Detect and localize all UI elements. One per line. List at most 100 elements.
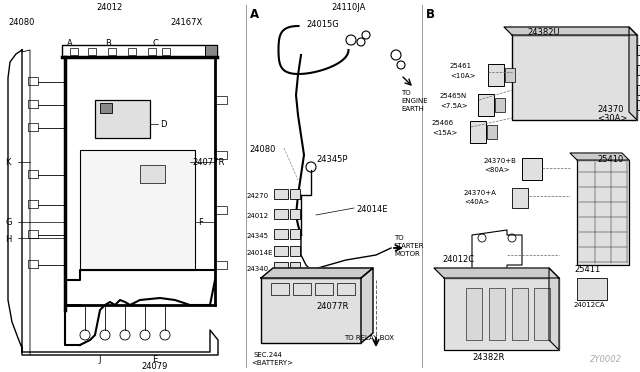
Bar bbox=[444, 278, 559, 350]
Bar bbox=[140, 165, 165, 183]
Text: B: B bbox=[105, 39, 111, 48]
Bar bbox=[489, 288, 505, 340]
Text: 24012: 24012 bbox=[97, 3, 123, 12]
Text: 24080: 24080 bbox=[249, 145, 275, 154]
Text: D: D bbox=[160, 120, 166, 129]
Bar bbox=[293, 283, 311, 295]
Bar bbox=[505, 68, 515, 82]
Bar bbox=[28, 123, 38, 131]
Bar bbox=[466, 288, 482, 340]
Text: STARTER: STARTER bbox=[394, 243, 424, 249]
Text: 2Y0002: 2Y0002 bbox=[590, 355, 622, 364]
Text: 24077R: 24077R bbox=[192, 158, 225, 167]
Bar bbox=[261, 278, 361, 343]
Bar bbox=[274, 209, 288, 219]
Bar bbox=[62, 45, 217, 57]
Bar bbox=[128, 48, 136, 55]
Text: 25461: 25461 bbox=[450, 63, 472, 69]
Text: MOTOR: MOTOR bbox=[394, 251, 420, 257]
Text: 24370+A: 24370+A bbox=[464, 190, 497, 196]
Text: 24077R: 24077R bbox=[316, 302, 348, 311]
Text: J: J bbox=[99, 355, 101, 364]
Bar bbox=[337, 283, 355, 295]
Bar bbox=[290, 246, 300, 256]
Text: A: A bbox=[250, 8, 259, 21]
Text: 24110JA: 24110JA bbox=[331, 3, 365, 12]
Bar bbox=[290, 262, 300, 272]
Text: 24012CA: 24012CA bbox=[574, 302, 605, 308]
Bar bbox=[28, 100, 38, 108]
Text: C: C bbox=[152, 39, 158, 48]
Text: 24167X: 24167X bbox=[170, 18, 202, 27]
Polygon shape bbox=[504, 27, 637, 35]
Polygon shape bbox=[570, 153, 629, 160]
Bar bbox=[274, 229, 288, 239]
Bar bbox=[80, 150, 195, 270]
Bar bbox=[534, 288, 550, 340]
Text: G: G bbox=[5, 218, 12, 227]
Text: <BATTERY>: <BATTERY> bbox=[251, 360, 293, 366]
Bar bbox=[274, 246, 288, 256]
Polygon shape bbox=[261, 268, 373, 278]
Bar bbox=[522, 158, 542, 180]
Bar bbox=[205, 45, 217, 57]
Text: 24014E: 24014E bbox=[247, 250, 273, 256]
Text: E: E bbox=[152, 355, 157, 364]
Bar bbox=[28, 77, 38, 85]
Text: <80A>: <80A> bbox=[484, 167, 509, 173]
Bar bbox=[215, 206, 227, 214]
Text: <15A>: <15A> bbox=[432, 130, 458, 136]
Bar bbox=[28, 260, 38, 268]
Polygon shape bbox=[549, 268, 559, 350]
Polygon shape bbox=[629, 27, 637, 120]
Bar bbox=[95, 100, 150, 138]
Text: 24345P: 24345P bbox=[316, 155, 348, 164]
Bar bbox=[470, 121, 486, 143]
Text: B: B bbox=[426, 8, 435, 21]
Bar bbox=[290, 229, 300, 239]
Bar bbox=[215, 96, 227, 104]
Bar bbox=[577, 278, 607, 300]
Text: 25466: 25466 bbox=[432, 120, 454, 126]
Text: 24080: 24080 bbox=[8, 18, 35, 27]
Text: SEC.244: SEC.244 bbox=[254, 352, 283, 358]
Bar bbox=[315, 283, 333, 295]
Bar bbox=[274, 262, 288, 272]
Text: 25410: 25410 bbox=[597, 155, 623, 164]
Bar bbox=[28, 200, 38, 208]
Bar bbox=[215, 261, 227, 269]
Bar bbox=[162, 48, 170, 55]
Polygon shape bbox=[361, 268, 373, 343]
Polygon shape bbox=[434, 268, 559, 278]
Text: <30A>: <30A> bbox=[597, 114, 627, 123]
Bar bbox=[512, 35, 637, 120]
Bar bbox=[478, 94, 494, 116]
Bar bbox=[637, 85, 640, 95]
Text: 25465N: 25465N bbox=[440, 93, 467, 99]
Bar bbox=[148, 48, 156, 55]
Text: EARTH: EARTH bbox=[401, 106, 424, 112]
Bar bbox=[512, 288, 528, 340]
Text: TO: TO bbox=[401, 90, 411, 96]
Text: 24012: 24012 bbox=[247, 213, 269, 219]
Text: 24012C: 24012C bbox=[442, 255, 474, 264]
Text: 24014E: 24014E bbox=[356, 205, 387, 214]
Text: 24370+B: 24370+B bbox=[484, 158, 517, 164]
Bar bbox=[108, 48, 116, 55]
Text: K: K bbox=[5, 158, 10, 167]
Bar bbox=[487, 125, 497, 139]
Bar bbox=[637, 65, 640, 75]
Bar bbox=[271, 283, 289, 295]
Text: 24340: 24340 bbox=[247, 266, 269, 272]
Bar bbox=[274, 189, 288, 199]
Text: TO: TO bbox=[394, 235, 404, 241]
Text: 24382R: 24382R bbox=[472, 353, 504, 362]
Bar bbox=[70, 48, 78, 55]
Text: 24270: 24270 bbox=[247, 193, 269, 199]
Bar bbox=[577, 160, 629, 265]
Text: F: F bbox=[198, 218, 203, 227]
Text: H: H bbox=[5, 235, 12, 244]
Bar bbox=[495, 98, 505, 112]
Text: 24345: 24345 bbox=[247, 233, 269, 239]
Bar bbox=[290, 189, 300, 199]
